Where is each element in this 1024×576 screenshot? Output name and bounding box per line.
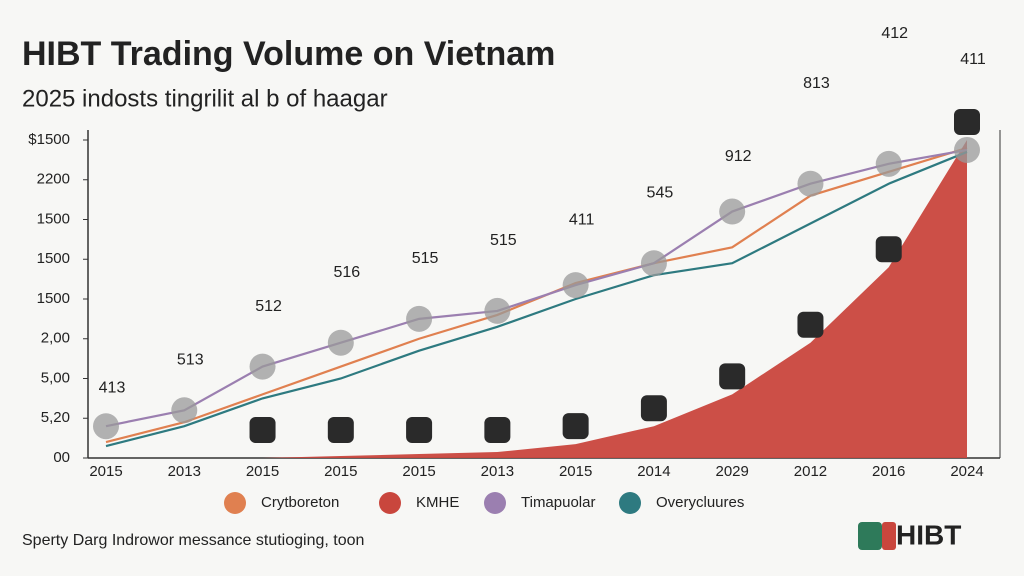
coin-icon bbox=[797, 311, 824, 338]
line bbox=[105, 150, 968, 448]
coin-icon bbox=[562, 413, 589, 440]
bubble-icon bbox=[640, 250, 667, 277]
legend-label: Overycluures bbox=[656, 494, 744, 511]
logo: HIBT bbox=[896, 519, 961, 550]
bubble-icon bbox=[93, 413, 119, 440]
coin-icon bbox=[406, 417, 433, 443]
annotation: 515 bbox=[412, 250, 439, 267]
annotation: 513 bbox=[177, 352, 204, 369]
y-tick-label: 2200 bbox=[37, 171, 70, 188]
legend-marker bbox=[224, 492, 246, 514]
coin-icon bbox=[327, 417, 354, 443]
x-tick-label: 2013 bbox=[481, 463, 514, 480]
annotation: 813 bbox=[803, 75, 830, 92]
coin-icon bbox=[484, 417, 511, 443]
legend-label: Timapuolar bbox=[521, 494, 595, 511]
y-tick-label: 5,00 bbox=[41, 369, 70, 386]
coin-icon bbox=[719, 363, 746, 390]
coin-icon bbox=[640, 395, 667, 422]
x-tick-label: 2015 bbox=[89, 463, 122, 480]
bubble-icon bbox=[484, 297, 511, 324]
chart-title: HIBT Trading Volume on Vietnam bbox=[22, 35, 555, 73]
y-tick-label: 1500 bbox=[37, 290, 70, 307]
coin-icon bbox=[954, 109, 980, 135]
annotation: 411 bbox=[569, 211, 595, 228]
y-tick-label: 1500 bbox=[37, 250, 70, 267]
x-tick-label: 2013 bbox=[168, 463, 201, 480]
annotation: 515 bbox=[490, 232, 517, 249]
y-tick-label: 2,00 bbox=[41, 330, 70, 347]
bubble-icon bbox=[954, 136, 980, 163]
x-tick-label: 2015 bbox=[402, 463, 435, 480]
annotation: 413 bbox=[99, 379, 126, 396]
x-tick-label: 2015 bbox=[559, 463, 592, 480]
bubble-icon bbox=[171, 397, 198, 424]
bubble-icon bbox=[875, 150, 902, 177]
bubble-icon bbox=[797, 170, 824, 197]
annotation: 545 bbox=[647, 184, 674, 201]
annotation: 412 bbox=[881, 25, 908, 42]
legend-marker bbox=[619, 492, 641, 514]
legend-label: Crytboreton bbox=[261, 494, 339, 511]
line bbox=[105, 148, 968, 428]
x-tick-label: 2015 bbox=[246, 463, 279, 480]
annotation: 912 bbox=[725, 148, 752, 165]
legend-marker bbox=[379, 492, 401, 514]
x-tick-label: 2016 bbox=[872, 463, 905, 480]
bubble-icon bbox=[562, 272, 589, 299]
legend-label: KMHE bbox=[416, 494, 459, 511]
y-tick-label: 5,20 bbox=[41, 409, 70, 426]
x-tick-label: 2014 bbox=[637, 463, 670, 480]
annotation: 516 bbox=[333, 264, 360, 281]
bubble-icon bbox=[406, 305, 433, 332]
bubble-icon bbox=[249, 353, 276, 380]
bubble-icon bbox=[327, 329, 354, 356]
logo-icon bbox=[858, 522, 896, 550]
footnote: Sperty Darg Indrowor messance stutioging… bbox=[22, 532, 364, 549]
legend-marker bbox=[484, 492, 506, 514]
chart-subtitle: 2025 indosts tingrilit al b of haagar bbox=[22, 85, 388, 112]
bubble-icon bbox=[719, 198, 746, 225]
x-tick-label: 2012 bbox=[794, 463, 827, 480]
annotation: 411 bbox=[960, 51, 986, 68]
coin-icon bbox=[875, 236, 902, 263]
y-tick-label: 00 bbox=[53, 449, 70, 466]
annotation: 512 bbox=[255, 298, 282, 315]
area bbox=[106, 140, 967, 458]
x-tick-label: 2015 bbox=[324, 463, 357, 480]
x-tick-label: 2024 bbox=[950, 463, 983, 480]
y-tick-label: 1500 bbox=[37, 210, 70, 227]
coin-icon bbox=[249, 417, 276, 443]
x-tick-label: 2029 bbox=[715, 463, 748, 480]
y-tick-label: $1500 bbox=[28, 131, 70, 148]
